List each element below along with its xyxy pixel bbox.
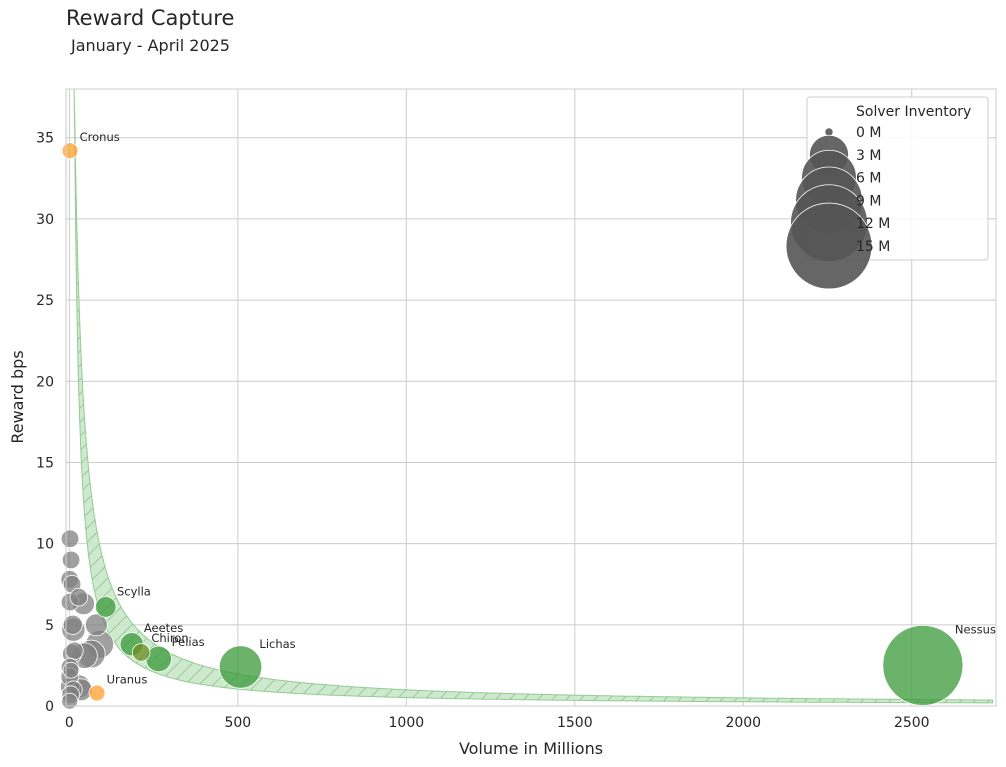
y-tick-label: 0 bbox=[45, 699, 54, 715]
tick-labels: 0 500 1000 1500 2000 2500 0 5 10 15 20 25 30 35 bbox=[36, 131, 929, 731]
point-lichas bbox=[218, 645, 263, 689]
size-legend: Solver Inventory 0 M 3 M 6 M 9 M 12 M 15 M bbox=[785, 96, 989, 290]
point-chiron bbox=[131, 643, 151, 662]
legend-entry-label: 12 M bbox=[856, 216, 890, 232]
x-tick-label: 1500 bbox=[557, 715, 593, 731]
point bbox=[62, 614, 83, 635]
y-tick-label: 25 bbox=[36, 293, 54, 309]
point-label: Pelias bbox=[172, 635, 205, 649]
y-tick-label: 10 bbox=[36, 537, 54, 553]
x-tick-label: 2000 bbox=[725, 715, 761, 731]
point-cronus bbox=[61, 142, 79, 160]
legend-entry-label: 9 M bbox=[856, 193, 881, 209]
y-tick-label: 5 bbox=[45, 618, 54, 634]
y-tick-label: 15 bbox=[36, 455, 54, 471]
legend-entry-label: 0 M bbox=[856, 125, 881, 141]
point bbox=[60, 529, 80, 548]
legend-entry-label: 6 M bbox=[856, 171, 881, 187]
point bbox=[61, 550, 81, 570]
y-axis-label: Reward bps bbox=[8, 350, 27, 443]
point-label: Uranus bbox=[107, 672, 148, 686]
point bbox=[69, 587, 89, 607]
legend-entry-label: 3 M bbox=[856, 148, 881, 164]
point bbox=[65, 641, 84, 661]
y-tick-label: 35 bbox=[36, 131, 54, 147]
point-label: Lichas bbox=[259, 637, 295, 651]
point bbox=[84, 613, 108, 637]
legend-marker bbox=[785, 202, 873, 290]
axes bbox=[65, 88, 997, 707]
point-scylla bbox=[95, 596, 117, 618]
x-tick-label: 2500 bbox=[894, 715, 930, 731]
point-uranus bbox=[88, 684, 106, 702]
y-tick-label: 30 bbox=[36, 212, 54, 228]
point-label: Scylla bbox=[117, 585, 151, 599]
point-nessus bbox=[882, 624, 964, 706]
point-label: Nessus bbox=[955, 622, 996, 636]
legend-entry-label: 15 M bbox=[856, 239, 890, 255]
plot-frame bbox=[65, 88, 997, 707]
band-area bbox=[73, 88, 994, 704]
point bbox=[62, 661, 80, 679]
point-label: Chiron bbox=[151, 631, 188, 645]
point bbox=[61, 692, 79, 710]
chart-title: Reward Capture bbox=[66, 6, 235, 30]
x-tick-label: 500 bbox=[224, 715, 251, 731]
point-label: Cronus bbox=[80, 130, 120, 144]
y-tick-label: 20 bbox=[36, 374, 54, 390]
x-axis-label: Volume in Millions bbox=[459, 739, 603, 758]
point-label: Aeetes bbox=[144, 621, 183, 635]
shaded-band bbox=[73, 88, 994, 704]
legend-title: Solver Inventory bbox=[856, 104, 971, 120]
x-tick-label: 1000 bbox=[389, 715, 425, 731]
x-tick-label: 0 bbox=[65, 715, 74, 731]
data-points bbox=[60, 142, 964, 710]
chart-subtitle: January - April 2025 bbox=[71, 36, 230, 55]
